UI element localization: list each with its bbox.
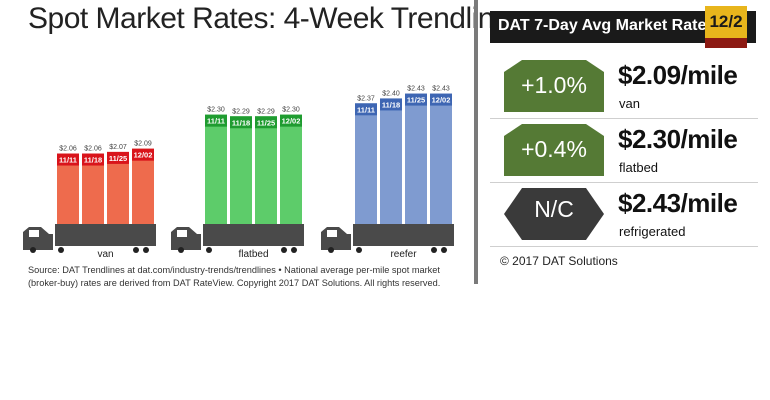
bar [230,116,252,224]
wheel-icon [58,247,64,253]
wheel-icon [30,247,36,253]
wheel-icon [328,247,334,253]
trailer-icon [203,224,304,246]
value-label: $2.30 [207,107,225,114]
week-label: 11/18 [232,118,250,127]
rate-value: $2.30/mile [618,124,738,154]
bar [355,103,377,224]
wheel-icon [178,247,184,253]
bar-week-band [255,116,277,129]
trailer-icon [353,224,454,246]
rate-row-refrigerated: N/C $2.43/mile refrigerated [490,182,758,247]
bar [255,116,277,224]
date-badge-label: 12/2 [705,6,747,38]
wheel-icon [431,247,437,253]
week-label: 11/25 [109,154,127,163]
bar-week-band [230,116,252,129]
chart-title: Spot Market Rates: 4-Week Trendlines [28,2,525,35]
rate-change: N/C [534,196,574,222]
badge-shape [504,188,604,240]
bar [57,153,79,224]
category-label: van [97,249,113,260]
bar-week-band [205,114,227,127]
wheel-icon [133,247,139,253]
divider [474,0,478,284]
bar [280,114,302,224]
bar-week-band [405,93,427,106]
bar [82,153,104,224]
trailer-icon [55,224,156,246]
value-label: $2.40 [382,90,400,97]
bar-week-band [107,151,129,164]
rate-value: $2.09/mile [618,60,738,90]
category-label: reefer [390,249,417,260]
truck-window-icon [177,230,187,237]
value-label: $2.06 [59,146,77,153]
bar-week-band [82,153,104,166]
copyright: © 2017 DAT Solutions [500,254,618,268]
value-label: $2.07 [109,144,127,151]
value-label: $2.06 [84,146,102,153]
rate-change: +1.0% [521,72,587,98]
date-badge: 12/2 [705,6,747,48]
rate-value: $2.43/mile [618,188,738,218]
up-arrow-icon [504,60,604,112]
rate-label: refrigerated [619,224,686,239]
bar-week-band [430,93,452,106]
bar [132,148,154,224]
wheel-icon [143,247,149,253]
rate-label: van [619,96,640,111]
week-label: 12/02 [134,151,153,160]
value-label: $2.29 [232,108,250,115]
source-note: Source: DAT Trendlines at dat.com/indust… [28,265,441,288]
bar-week-band [57,153,79,166]
week-label: 11/18 [84,156,102,165]
rate-change: +0.4% [521,136,587,162]
bar [380,98,402,224]
week-label: 11/25 [257,118,275,127]
bar-week-band [132,148,154,161]
truck-window-icon [327,230,337,237]
truck-window-icon [29,230,39,237]
bar [405,93,427,224]
wheel-icon [356,247,362,253]
bar [430,93,452,224]
week-label: 12/02 [432,96,451,105]
bar-chart: van flatbed reefer 11/11 $2.06 11/18 $2.06 11/2… [23,86,454,260]
wheel-icon [281,247,287,253]
bar-week-band [355,103,377,116]
badge-shape [504,124,604,176]
badge-shape [504,60,604,112]
value-label: $2.29 [257,108,275,115]
value-label: $2.37 [357,95,375,102]
value-label: $2.43 [407,86,425,93]
week-label: 11/25 [407,96,425,105]
panel-title: DAT 7-Day Avg Market Rate [498,17,707,34]
rate-label: flatbed [619,160,659,175]
rate-row-flatbed: +0.4% $2.30/mile flatbed [490,118,758,183]
up-arrow-icon [504,124,604,176]
week-label: 11/11 [59,156,77,165]
bar-week-band [280,114,302,127]
bar [107,151,129,224]
bar-week-band [380,98,402,111]
value-label: $2.30 [282,107,300,114]
wheel-icon [206,247,212,253]
value-label: $2.09 [134,141,152,148]
value-label: $2.43 [432,86,450,93]
rate-row-van: +1.0% $2.09/mile van [490,54,758,119]
week-label: 11/11 [207,117,225,126]
week-label: 12/02 [282,117,301,126]
no-change-icon [504,188,604,240]
bar [205,114,227,224]
week-label: 11/11 [357,105,375,114]
wheel-icon [441,247,447,253]
wheel-icon [291,247,297,253]
category-label: flatbed [238,249,268,260]
week-label: 11/18 [382,100,400,109]
